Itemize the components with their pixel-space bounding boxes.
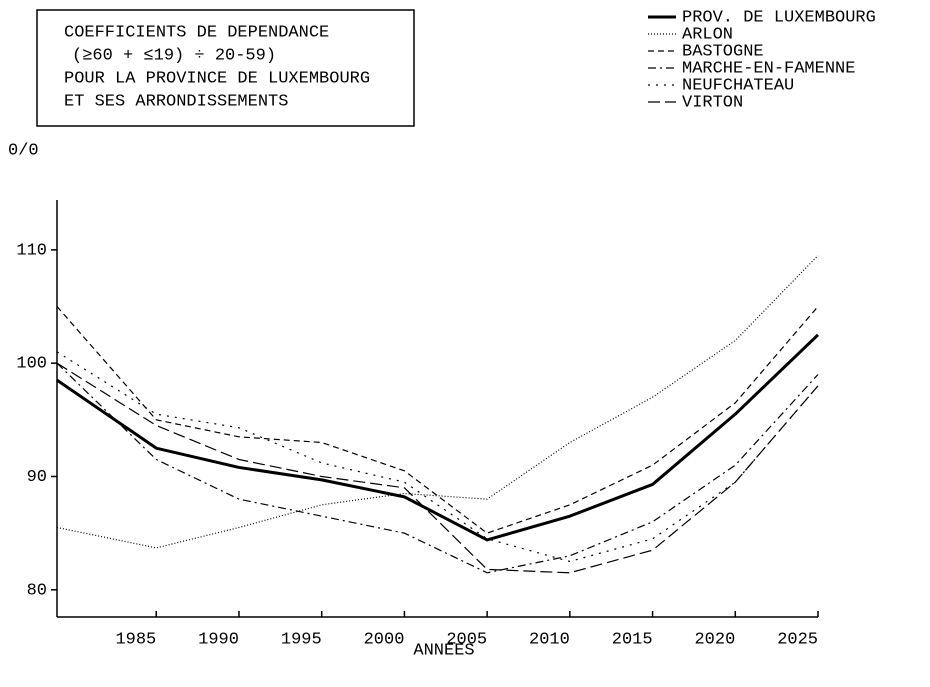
x-tick-label: 1990: [198, 630, 239, 649]
y-tick-label: 80: [27, 581, 47, 600]
x-axis-label: ANNEES: [413, 641, 474, 660]
x-tick-label: 1995: [281, 630, 322, 649]
y-axis-label: 0/0: [8, 141, 39, 160]
x-tick-label: 2000: [364, 630, 405, 649]
x-tick-label: 2010: [529, 630, 570, 649]
x-tick-label: 2025: [777, 630, 818, 649]
legend-label: BASTOGNE: [682, 42, 764, 61]
legend-label: PROV. DE LUXEMBOURG: [682, 8, 876, 27]
legend-label: VIRTON: [682, 93, 743, 112]
series-line: [56, 333, 820, 542]
x-tick-label: 2020: [694, 630, 735, 649]
series-line: [56, 362, 819, 574]
chart-title: (≥60 + ≤19) ÷ 20-59): [72, 46, 276, 65]
series-line: [56, 255, 819, 549]
y-tick-label: 90: [27, 468, 47, 487]
x-tick-label: 2005: [446, 630, 487, 649]
legend-label: ARLON: [682, 25, 733, 44]
chart-title: ET SES ARRONDISSEMENTS: [64, 92, 288, 111]
legend-label: MARCHE-EN-FAMENNE: [682, 59, 855, 78]
chart-title: COEFFICIENTS DE DEPENDANCE: [64, 23, 329, 42]
x-tick-label: 1985: [115, 630, 156, 649]
chart-title: POUR LA PROVINCE DE LUXEMBOURG: [64, 69, 370, 88]
x-tick-label: 2015: [612, 630, 653, 649]
y-tick-label: 110: [16, 241, 47, 260]
title-box: [36, 9, 415, 127]
series-line: [56, 306, 819, 534]
series-line: [56, 362, 819, 574]
legend-label: NEUFCHATEAU: [682, 76, 794, 95]
y-tick-label: 100: [16, 355, 47, 374]
series-line: [56, 351, 819, 563]
